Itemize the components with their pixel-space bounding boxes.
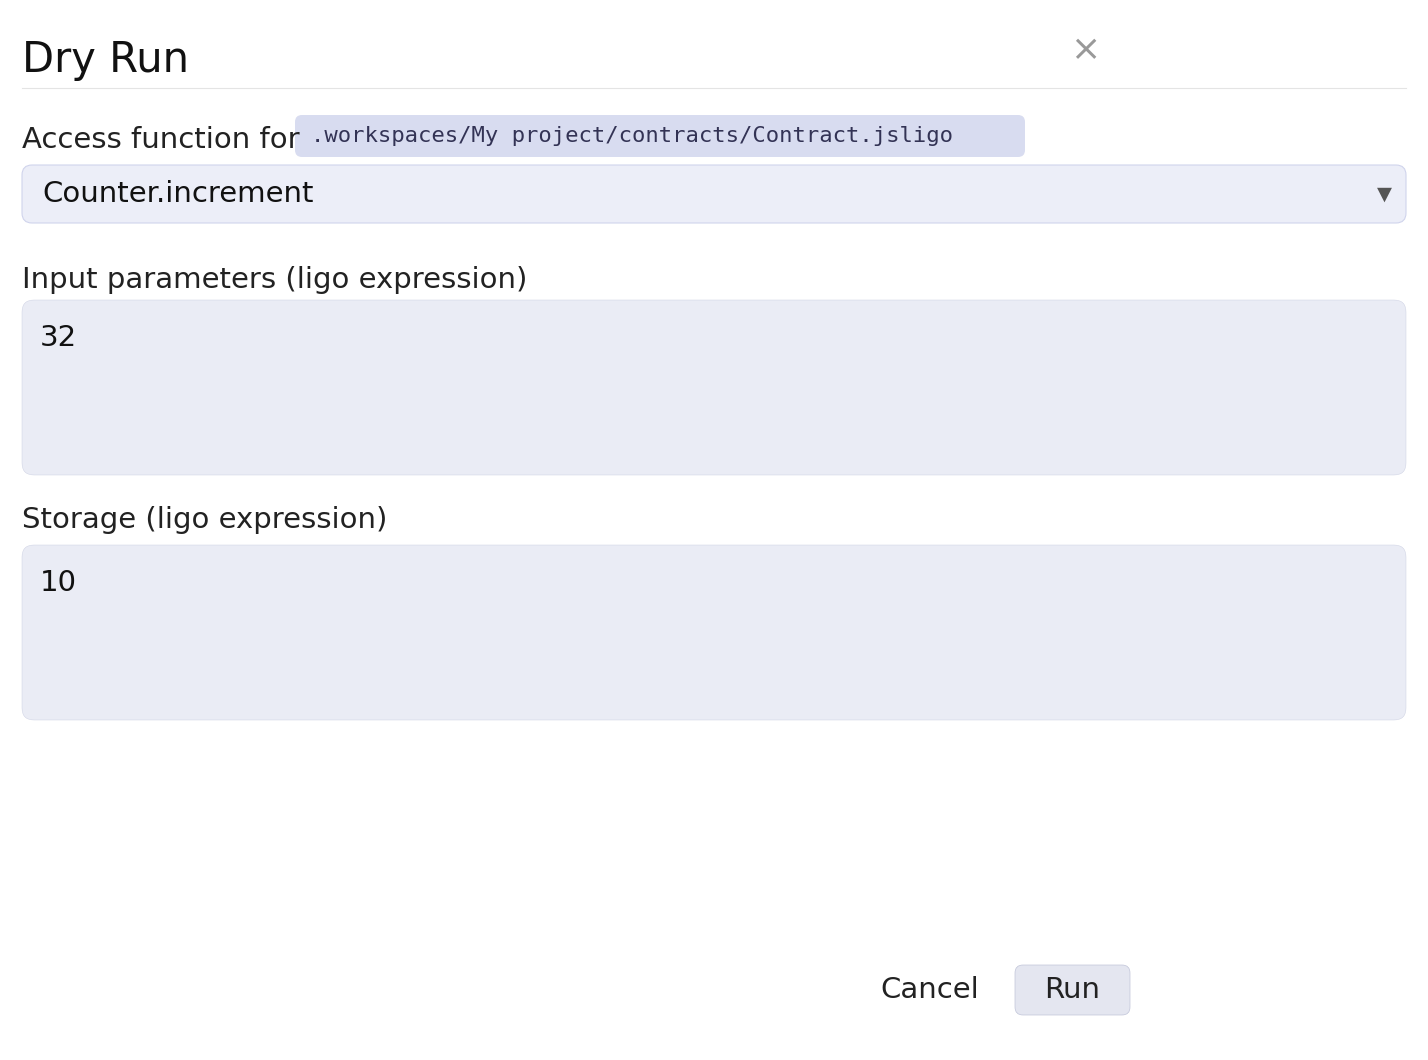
- FancyBboxPatch shape: [21, 165, 1407, 223]
- Text: Run: Run: [1044, 976, 1101, 1004]
- Text: ×: ×: [1070, 33, 1100, 67]
- FancyBboxPatch shape: [21, 300, 1407, 475]
- Text: Dry Run: Dry Run: [21, 39, 188, 81]
- Text: Input parameters (ligo expression): Input parameters (ligo expression): [21, 266, 527, 294]
- FancyBboxPatch shape: [296, 114, 1025, 157]
- Text: 10: 10: [40, 569, 77, 597]
- Text: Access function for: Access function for: [21, 126, 300, 154]
- Text: ▼: ▼: [1377, 184, 1391, 204]
- Text: .workspaces/My project/contracts/Contract.jsligo: .workspaces/My project/contracts/Contrac…: [311, 126, 952, 146]
- FancyBboxPatch shape: [21, 545, 1407, 720]
- Text: 32: 32: [40, 324, 77, 352]
- Text: Cancel: Cancel: [881, 976, 980, 1004]
- FancyBboxPatch shape: [1015, 965, 1130, 1015]
- Text: Storage (ligo expression): Storage (ligo expression): [21, 506, 387, 534]
- Text: Counter.increment: Counter.increment: [41, 180, 314, 208]
